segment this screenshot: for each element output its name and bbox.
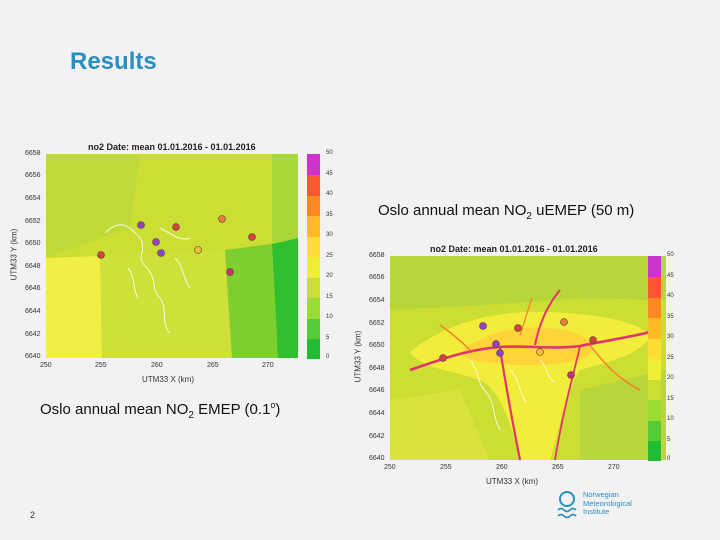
station-markers <box>97 215 256 276</box>
logo-text: Norwegian Meteorological Institute <box>583 490 632 516</box>
plot-left-ylabel: UTM33 Y (km) <box>9 228 19 281</box>
x-tick: 255 <box>440 464 452 471</box>
plot-right-title: no2 Date: mean 01.01.2016 - 01.01.2016 <box>430 244 598 254</box>
plot-right: no2 Date: mean 01.01.2016 - 01.01.2016 <box>350 240 700 490</box>
colorbar-tick: 30 <box>667 334 674 340</box>
plot-right-map <box>390 256 666 461</box>
plot-right-xlabel: UTM33 X (km) <box>486 477 538 486</box>
plot-left-map <box>46 154 320 359</box>
caption-emep: Oslo annual mean NO2 EMEP (0.1o) <box>40 400 281 421</box>
y-tick: 6640 <box>25 353 41 360</box>
colorbar-tick: 0 <box>326 354 330 360</box>
y-tick: 6654 <box>369 297 385 304</box>
plot-left-xlabel: UTM33 X (km) <box>142 375 194 384</box>
met-logo-icon <box>557 491 577 519</box>
y-tick: 6642 <box>25 331 41 338</box>
page-number: 2 <box>30 510 36 520</box>
colorbar-tick: 35 <box>667 314 674 320</box>
y-tick: 6640 <box>369 455 385 462</box>
x-tick: 265 <box>552 464 564 471</box>
colorbar-tick: 45 <box>326 171 333 177</box>
colorbar-tick: 45 <box>667 273 674 279</box>
caption-uemep: Oslo annual mean NO2 uEMEP (50 m) <box>378 202 635 222</box>
y-tick: 6644 <box>369 410 385 417</box>
y-tick: 6652 <box>369 320 385 327</box>
y-tick: 6652 <box>25 218 41 225</box>
colorbar-tick: 50 <box>326 150 333 156</box>
y-tick: 6656 <box>369 274 385 281</box>
plot-right-ylabel: UTM33 Y (km) <box>353 330 363 383</box>
y-tick: 6650 <box>369 342 385 349</box>
y-tick: 6648 <box>369 365 385 372</box>
colorbar-tick: 20 <box>667 375 674 381</box>
plot-left: no2 Date: mean 01.01.2016 - 01.01.2016 <box>9 138 360 388</box>
y-tick: 6654 <box>25 195 41 202</box>
station-markers-right <box>439 318 597 379</box>
y-tick: 6650 <box>25 240 41 247</box>
plot-right-colorbar <box>648 256 661 461</box>
y-tick: 6646 <box>25 285 41 292</box>
y-tick: 6648 <box>25 263 41 270</box>
x-tick: 270 <box>262 362 274 369</box>
colorbar-tick: 30 <box>326 232 333 238</box>
colorbar-tick: 25 <box>326 253 333 259</box>
x-tick: 255 <box>95 362 107 369</box>
y-tick: 6658 <box>369 252 385 259</box>
colorbar-tick: 10 <box>326 314 333 320</box>
y-tick: 6646 <box>369 387 385 394</box>
colorbar-tick: 40 <box>667 293 674 299</box>
colorbar-tick: 25 <box>667 355 674 361</box>
x-tick: 250 <box>384 464 396 471</box>
colorbar-tick: 20 <box>326 273 333 279</box>
x-tick: 265 <box>207 362 219 369</box>
colorbar-tick: 40 <box>326 191 333 197</box>
colorbar-tick: 5 <box>667 437 671 443</box>
x-tick: 260 <box>496 464 508 471</box>
colorbar-tick: 5 <box>326 335 330 341</box>
y-tick: 6656 <box>25 172 41 179</box>
colorbar-tick: 15 <box>667 396 674 402</box>
x-tick: 270 <box>608 464 620 471</box>
colorbar-tick: 15 <box>326 294 333 300</box>
slide-title: Results <box>70 48 157 75</box>
plot-left-colorbar <box>307 154 320 359</box>
plot-left-title: no2 Date: mean 01.01.2016 - 01.01.2016 <box>88 142 256 152</box>
colorbar-tick: 0 <box>667 456 671 462</box>
x-tick: 250 <box>40 362 52 369</box>
colorbar-tick: 10 <box>667 416 674 422</box>
colorbar-tick: 35 <box>326 212 333 218</box>
y-tick: 6644 <box>25 308 41 315</box>
colorbar-tick: 50 <box>667 252 674 258</box>
met-institute-logo: Norwegian Meteorological Institute <box>555 490 675 522</box>
y-tick: 6658 <box>25 150 41 157</box>
x-tick: 260 <box>151 362 163 369</box>
y-tick: 6642 <box>369 433 385 440</box>
